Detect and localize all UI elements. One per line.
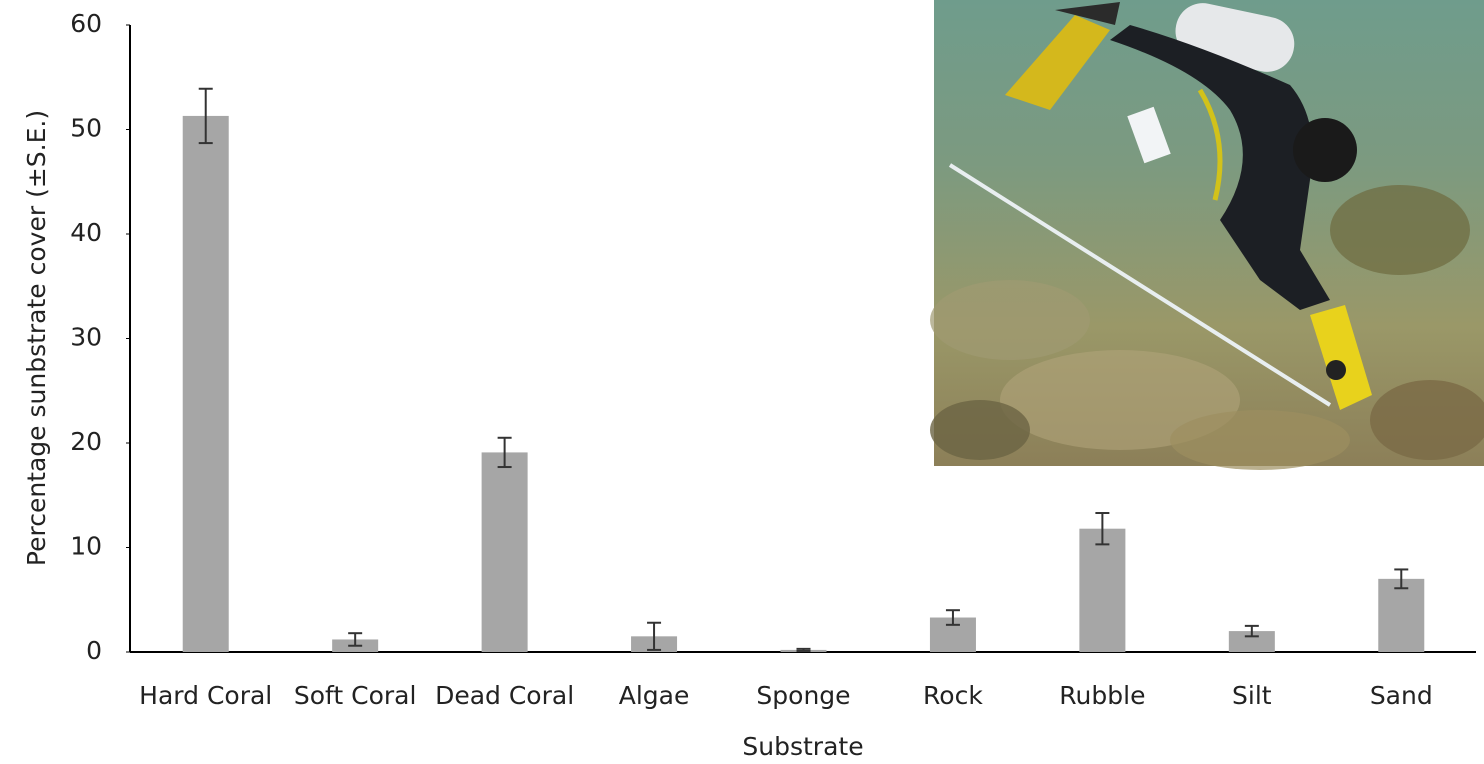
y-tick-label: 50 <box>70 114 102 143</box>
x-axis-title: Substrate <box>742 732 863 761</box>
x-tick-label: Rubble <box>1059 681 1145 710</box>
y-tick-label: 60 <box>70 9 102 38</box>
bar <box>1079 529 1125 652</box>
x-tick-label: Silt <box>1232 681 1272 710</box>
x-tick-label: Algae <box>619 681 690 710</box>
y-tick-label: 30 <box>70 323 102 352</box>
bar <box>482 452 528 652</box>
x-tick-label: Sponge <box>756 681 850 710</box>
y-axis-title: Percentage sunbstrate cover (±S.E.) <box>22 110 51 566</box>
y-tick-label: 10 <box>70 532 102 561</box>
x-tick-label: Soft Coral <box>294 681 417 710</box>
chart: Percentage sunbstrate cover (±S.E.) Subs… <box>0 0 1484 764</box>
x-tick-label: Sand <box>1370 681 1433 710</box>
x-tick-label: Hard Coral <box>139 681 272 710</box>
y-tick-label: 0 <box>86 636 102 665</box>
y-tick-label: 40 <box>70 218 102 247</box>
bar <box>183 116 229 652</box>
y-tick-label: 20 <box>70 427 102 456</box>
photo-inset <box>930 0 1484 470</box>
x-tick-label: Dead Coral <box>435 681 574 710</box>
bar <box>1378 579 1424 652</box>
x-tick-label: Rock <box>923 681 983 710</box>
